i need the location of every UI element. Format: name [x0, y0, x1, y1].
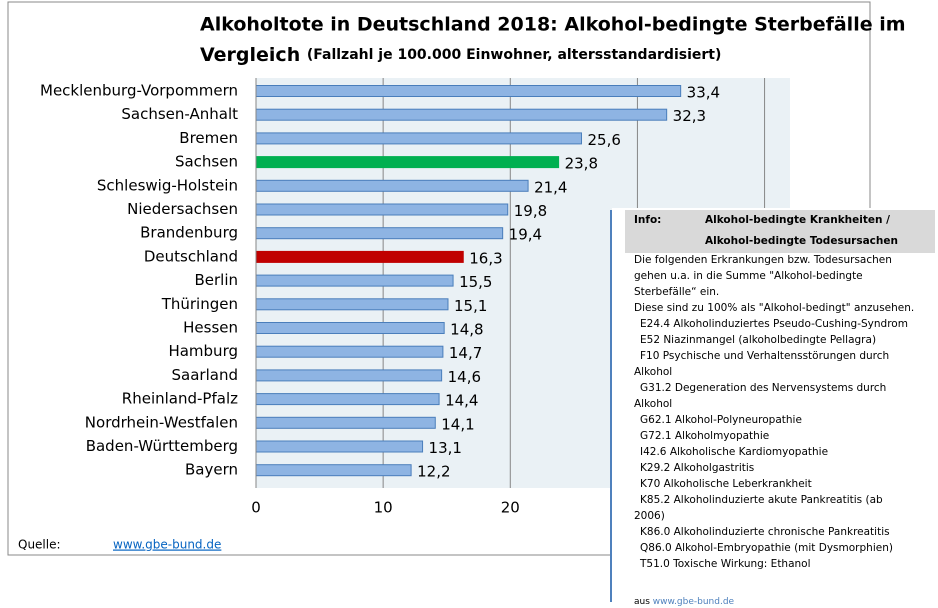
info-footer: aus www.gbe-bund.de: [634, 597, 735, 607]
info-line: K29.2 Alkoholgastritis: [640, 462, 754, 474]
value-label: 13,1: [429, 439, 462, 457]
value-label: 15,1: [454, 297, 487, 315]
info-line: E52 Niazinmangel (alkoholbedingte Pellag…: [640, 334, 876, 346]
category-label: Niedersachsen: [127, 200, 238, 218]
info-line: Alkohol: [634, 366, 672, 378]
value-label: 14,1: [441, 415, 474, 433]
info-line: Die folgenden Erkrankungen bzw. Todesurs…: [634, 254, 892, 266]
x-tick-label: 0: [251, 499, 261, 517]
category-label: Rheinland-Pfalz: [122, 390, 238, 408]
info-label: Info:: [634, 214, 661, 226]
info-line: Alkohol: [634, 398, 672, 410]
bar: [255, 416, 436, 429]
chart-title: Vergleich (Fallzahl je 100.000 Einwohner…: [200, 44, 721, 66]
category-label: Bayern: [185, 461, 238, 479]
bar: [255, 85, 682, 97]
chart-title: Alkoholtote in Deutschland 2018: Alkohol…: [200, 14, 906, 36]
bar: [255, 156, 560, 169]
source-link[interactable]: www.gbe-bund.de: [113, 538, 221, 552]
value-label: 16,3: [469, 249, 502, 267]
bar: [255, 274, 454, 287]
category-label: Brandenburg: [140, 224, 238, 242]
info-line: Q86.0 Alkohol-Embryopathie (mit Dysmorph…: [640, 542, 893, 554]
info-line: I42.6 Alkoholische Kardiomyopathie: [640, 446, 828, 458]
value-label: 19,8: [514, 202, 547, 220]
bar: [255, 393, 440, 406]
bar: [255, 298, 449, 311]
value-label: 14,6: [448, 368, 481, 386]
value-label: 23,8: [565, 155, 598, 173]
value-label: 33,4: [687, 84, 720, 102]
info-line: Sterbefälle“ ein.: [634, 286, 719, 298]
value-label: 19,4: [509, 226, 542, 244]
category-label: Sachsen: [175, 153, 238, 171]
bar: [255, 440, 424, 453]
bar: [255, 250, 464, 263]
bar: [255, 227, 504, 240]
bar: [255, 345, 444, 358]
info-line: T51.0 Toxische Wirkung: Ethanol: [639, 558, 811, 570]
info-line: K86.0 Alkoholinduzierte chronische Pankr…: [640, 526, 890, 538]
x-tick-label: 10: [374, 499, 393, 517]
bars: 010203040Mecklenburg-Vorpommern33,4Sachs…: [40, 78, 774, 517]
info-line: 2006): [634, 510, 665, 522]
value-label: 21,4: [534, 178, 567, 196]
category-label: Thüringen: [161, 295, 238, 313]
info-line: E24.4 Alkoholinduziertes Pseudo-Cushing-…: [640, 318, 908, 330]
info-line: G72.1 Alkoholmyopathie: [640, 430, 769, 442]
info-heading: Alkohol-bedingte Krankheiten /: [705, 214, 890, 226]
category-label: Saarland: [172, 366, 238, 384]
bar: [255, 369, 443, 382]
value-label: 15,5: [459, 273, 492, 291]
info-lines: Die folgenden Erkrankungen bzw. Todesurs…: [634, 254, 914, 570]
value-label: 14,4: [445, 392, 478, 410]
bar: [255, 108, 668, 121]
info-header: [625, 210, 935, 253]
value-label: 14,7: [449, 344, 482, 362]
value-label: 12,2: [417, 463, 450, 481]
category-label: Mecklenburg-Vorpommern: [40, 82, 238, 100]
info-heading: Alkohol-bedingte Todesursachen: [705, 235, 898, 247]
info-line: F10 Psychische und Verhaltensstörungen d…: [640, 350, 889, 362]
info-line: K85.2 Alkoholinduzierte akute Pankreatit…: [640, 494, 883, 506]
value-label: 32,3: [673, 107, 706, 125]
info-line: G31.2 Degeneration des Nervensystems dur…: [640, 382, 886, 394]
info-line: Diese sind zu 100% als "Alkohol-bedingt"…: [634, 302, 914, 314]
bar: [255, 322, 445, 334]
category-label: Hessen: [183, 319, 238, 337]
info-line: G62.1 Alkohol-Polyneuropathie: [640, 414, 802, 426]
source-label: Quelle:: [18, 538, 61, 552]
category-label: Schleswig-Holstein: [97, 176, 238, 194]
category-label: Hamburg: [168, 342, 238, 360]
category-label: Berlin: [194, 271, 238, 289]
bar: [255, 179, 529, 192]
category-label: Deutschland: [144, 247, 238, 265]
info-line: K70 Alkoholische Leberkrankheit: [640, 478, 812, 490]
info-box: [612, 208, 938, 608]
category-label: Bremen: [179, 129, 238, 147]
info-line: gehen u.a. in die Summe "Alkohol-bedingt…: [634, 270, 863, 282]
x-tick-label: 20: [501, 499, 520, 517]
bar: [255, 132, 582, 145]
value-label: 25,6: [587, 131, 620, 149]
bar: [255, 203, 509, 216]
category-label: Baden-Württemberg: [86, 437, 238, 455]
bar: [255, 464, 412, 477]
value-label: 14,8: [450, 321, 483, 339]
category-label: Nordrhein-Westfalen: [85, 413, 238, 431]
category-label: Sachsen-Anhalt: [121, 105, 238, 123]
